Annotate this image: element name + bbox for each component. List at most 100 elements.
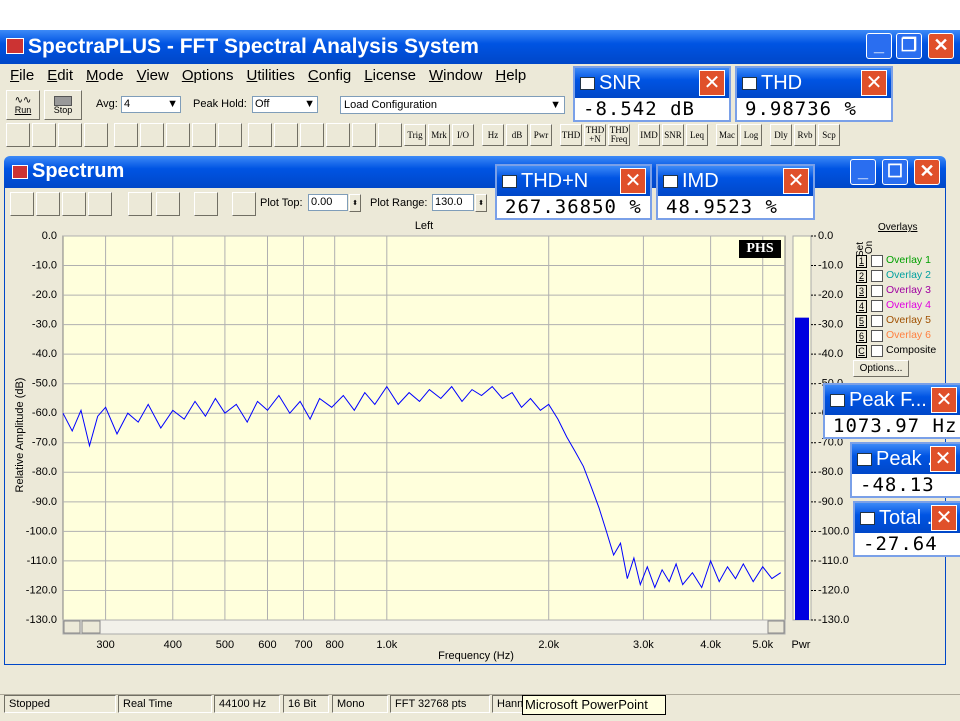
- overlay-key[interactable]: 6: [856, 330, 867, 343]
- overlay-key[interactable]: 5: [856, 315, 867, 328]
- spectrum-tool-button[interactable]: [62, 192, 86, 216]
- spectrum-tool-button[interactable]: [156, 192, 180, 216]
- icon-button[interactable]: [84, 123, 108, 147]
- readout-close[interactable]: ✕: [783, 168, 809, 194]
- readout-close[interactable]: ✕: [699, 70, 725, 96]
- overlay-key[interactable]: 1: [856, 255, 867, 268]
- icon-button[interactable]: [248, 123, 272, 147]
- scroll-right[interactable]: [767, 620, 785, 634]
- scroll-left[interactable]: [63, 620, 81, 634]
- icon-button[interactable]: [6, 123, 30, 147]
- readout-close[interactable]: ✕: [620, 168, 646, 194]
- x-axis-label: Frequency (Hz): [438, 650, 514, 662]
- menu-item[interactable]: Options: [181, 67, 234, 84]
- icon-button[interactable]: [378, 123, 402, 147]
- stop-button[interactable]: Stop: [44, 90, 82, 120]
- menu-item[interactable]: File: [10, 67, 35, 84]
- overlay-name: Overlay 6: [886, 329, 931, 341]
- tool-button[interactable]: THD Freq: [608, 124, 630, 146]
- config-select[interactable]: Load Configuration ▼: [340, 96, 565, 114]
- spectrum-tool-button[interactable]: [10, 192, 34, 216]
- readout-close[interactable]: ✕: [931, 505, 957, 531]
- menu-item[interactable]: Utilities: [246, 67, 295, 84]
- spectrum-tool-button[interactable]: [36, 192, 60, 216]
- plot-range-input[interactable]: 130.0: [432, 194, 474, 211]
- tool-button[interactable]: SNR: [662, 124, 684, 146]
- tool-button[interactable]: I/O: [452, 124, 474, 146]
- close-button[interactable]: ✕: [928, 33, 954, 59]
- plot-range-value: 130.0: [435, 196, 463, 208]
- spectrum-tool-button[interactable]: [128, 192, 152, 216]
- menu-item[interactable]: View: [136, 67, 169, 84]
- avg-select[interactable]: 4 ▼: [121, 96, 181, 113]
- tool-button[interactable]: dB: [506, 124, 528, 146]
- tool-button[interactable]: Pwr: [530, 124, 552, 146]
- spectrum-tool-button[interactable]: [194, 192, 218, 216]
- menu-item[interactable]: Mode: [86, 67, 124, 84]
- tool-button[interactable]: Mrk: [428, 124, 450, 146]
- plot-top-spin[interactable]: ⬍: [349, 194, 361, 212]
- icon-button[interactable]: [192, 123, 216, 147]
- tool-button[interactable]: Mac: [716, 124, 738, 146]
- scroll-thumb[interactable]: [81, 620, 101, 634]
- icon-button[interactable]: [32, 123, 56, 147]
- icon-button[interactable]: [352, 123, 376, 147]
- menu-item[interactable]: License: [364, 67, 416, 84]
- spectrum-close[interactable]: ✕: [914, 159, 940, 185]
- readout-title: Peak F...: [849, 389, 927, 411]
- tool-button[interactable]: Leq: [686, 124, 708, 146]
- tool-button[interactable]: Trig: [404, 124, 426, 146]
- readout-icon: [860, 512, 875, 525]
- overlay-checkbox[interactable]: [871, 300, 883, 312]
- icon-button[interactable]: [114, 123, 138, 147]
- icon-button[interactable]: [140, 123, 164, 147]
- spectrum-tool-button[interactable]: [88, 192, 112, 216]
- menu-item[interactable]: Window: [428, 67, 483, 84]
- overlay-key[interactable]: 3: [856, 285, 867, 298]
- overlay-checkbox[interactable]: [871, 270, 883, 282]
- plot-range-label: Plot Range:: [370, 197, 428, 209]
- run-button[interactable]: ∿∿ Run: [6, 90, 40, 120]
- icon-button[interactable]: [218, 123, 242, 147]
- overlay-checkbox[interactable]: [871, 285, 883, 297]
- readout-close[interactable]: ✕: [930, 446, 956, 472]
- plot-range-spin[interactable]: ⬍: [475, 194, 487, 212]
- readout-close[interactable]: ✕: [861, 70, 887, 96]
- tool-button[interactable]: Hz: [482, 124, 504, 146]
- overlay-checkbox[interactable]: [871, 330, 883, 342]
- menu-item[interactable]: Config: [307, 67, 352, 84]
- overlay-key[interactable]: 2: [856, 270, 867, 283]
- maximize-button[interactable]: ❐: [896, 33, 922, 59]
- icon-button[interactable]: [274, 123, 298, 147]
- tool-button[interactable]: THD: [560, 124, 582, 146]
- spectrum-minimize[interactable]: _: [850, 159, 876, 185]
- icon-button[interactable]: [166, 123, 190, 147]
- overlay-checkbox[interactable]: [871, 255, 883, 267]
- overlay-checkbox[interactable]: [871, 315, 883, 327]
- y2-tick-label: -80.0: [818, 466, 843, 478]
- overlay-checkbox[interactable]: [871, 345, 883, 357]
- tool-button[interactable]: Log: [740, 124, 762, 146]
- scrollbar[interactable]: [62, 619, 786, 635]
- icon-button[interactable]: [300, 123, 324, 147]
- menu-item[interactable]: Help: [495, 67, 527, 84]
- tool-button[interactable]: Rvb: [794, 124, 816, 146]
- overlay-key[interactable]: C: [856, 345, 867, 358]
- overlays-options[interactable]: Options...: [853, 360, 909, 377]
- spectrum-tool-button[interactable]: [232, 192, 256, 216]
- spectrum-maximize[interactable]: ☐: [882, 159, 908, 185]
- tool-button[interactable]: Scp: [818, 124, 840, 146]
- overlay-key[interactable]: 4: [856, 300, 867, 313]
- plot-top-input[interactable]: 0.00: [308, 194, 348, 211]
- menu-item[interactable]: Edit: [47, 67, 74, 84]
- icon-button[interactable]: [58, 123, 82, 147]
- peak-hold-select[interactable]: Off ▼: [252, 96, 318, 113]
- app-icon: [6, 38, 24, 54]
- minimize-button[interactable]: _: [866, 33, 892, 59]
- icon-button[interactable]: [326, 123, 350, 147]
- tool-button[interactable]: THD +N: [584, 124, 606, 146]
- y2-tick-label: -30.0: [818, 319, 843, 331]
- tool-button[interactable]: Dly: [770, 124, 792, 146]
- readout-close[interactable]: ✕: [931, 387, 957, 413]
- tool-button[interactable]: IMD: [638, 124, 660, 146]
